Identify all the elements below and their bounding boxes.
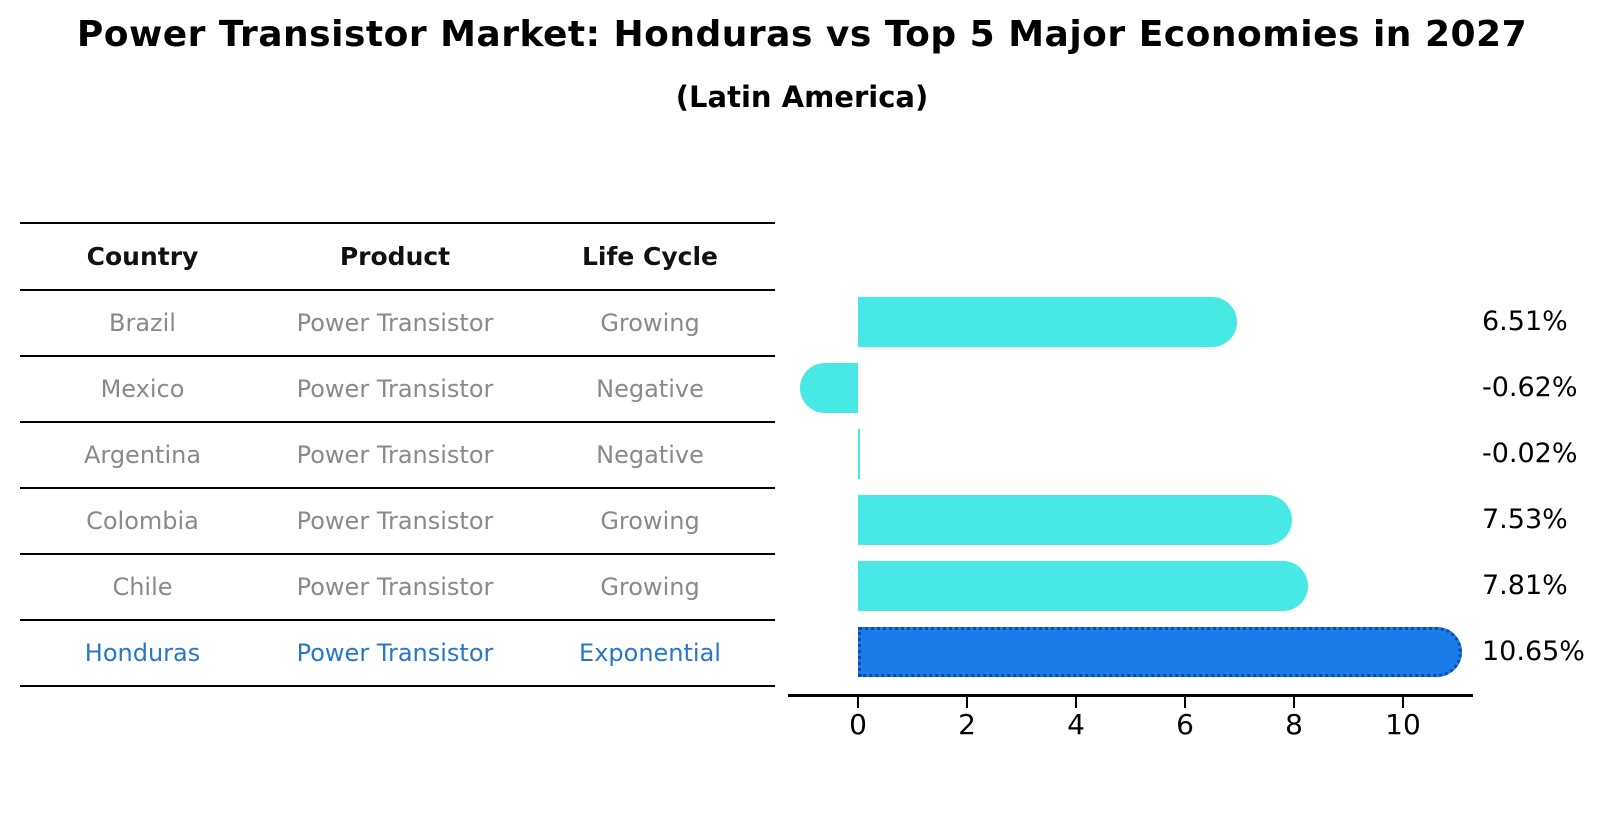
x-axis-tick-0 [857, 697, 859, 708]
bar-chile [858, 561, 1308, 611]
bar-value-label-colombia: 7.53% [1482, 504, 1568, 535]
x-axis-tick-label-8: 8 [1285, 708, 1303, 741]
x-axis-tick-label-6: 6 [1176, 708, 1194, 741]
table-cell-product: Power Transistor [296, 507, 494, 535]
table-cell-product: Power Transistor [296, 639, 494, 667]
x-axis-tick-label-10: 10 [1385, 708, 1421, 741]
table-row-argentina: Argentina Power Transistor Negative [20, 423, 775, 489]
bar-colombia [858, 495, 1293, 545]
table-cell-country: Chile [112, 573, 173, 601]
table-header-product: Product [339, 242, 451, 271]
table-cell-life-cycle: Growing [600, 507, 700, 535]
bar-argentina [858, 429, 860, 479]
table-cell-life-cycle: Growing [600, 309, 700, 337]
table-row-chile: Chile Power Transistor Growing [20, 555, 775, 621]
bar-honduras [858, 627, 1463, 677]
table-cell-life-cycle: Negative [596, 441, 704, 469]
bar-value-label-brazil: 6.51% [1482, 306, 1568, 337]
table-cell-country: Mexico [100, 375, 185, 403]
table-cell-country: Colombia [86, 507, 199, 535]
table-row-mexico: Mexico Power Transistor Negative [20, 357, 775, 423]
bar-brazil [858, 297, 1237, 347]
x-axis-tick-2 [966, 697, 968, 708]
table-cell-product: Power Transistor [296, 309, 494, 337]
x-axis-tick-6 [1184, 697, 1186, 708]
x-axis-tick-8 [1293, 697, 1295, 708]
table-cell-country: Honduras [84, 639, 201, 667]
x-axis-tick-label-2: 2 [958, 708, 976, 741]
bar-mexico [800, 363, 858, 413]
table-cell-country: Brazil [109, 309, 176, 337]
table-header-life-cycle: Life Cycle [581, 242, 719, 271]
bar-value-label-honduras: 10.65% [1482, 636, 1585, 667]
x-axis-tick-10 [1402, 697, 1404, 708]
country-table: Country Product Life Cycle Brazil Power T… [20, 222, 775, 687]
table-cell-country: Argentina [83, 441, 202, 469]
x-axis-line [788, 694, 1473, 697]
table-row-colombia: Colombia Power Transistor Growing [20, 489, 775, 555]
table-header-country: Country [86, 242, 199, 271]
table-cell-product: Power Transistor [296, 573, 494, 601]
table-cell-life-cycle: Growing [600, 573, 700, 601]
table-cell-product: Power Transistor [296, 375, 494, 403]
table-cell-product: Power Transistor [296, 441, 494, 469]
x-axis-tick-4 [1075, 697, 1077, 708]
x-axis-tick-label-4: 4 [1067, 708, 1085, 741]
country-table-body: Brazil Power Transistor Growing Mexico Power… [20, 291, 775, 687]
bar-value-label-mexico: -0.62% [1482, 372, 1578, 403]
x-axis-tick-label-0: 0 [849, 708, 867, 741]
bar-value-label-chile: 7.81% [1482, 570, 1568, 601]
chart-title: Power Transistor Market: Honduras vs Top… [76, 14, 1528, 55]
chart-subtitle: (Latin America) [675, 80, 929, 114]
bar-value-label-argentina: -0.02% [1482, 438, 1578, 469]
table-cell-life-cycle: Exponential [579, 639, 721, 667]
table-row-brazil: Brazil Power Transistor Growing [20, 291, 775, 357]
table-header-row: Country Product Life Cycle [20, 224, 775, 291]
table-row-honduras: Honduras Power Transistor Exponential [20, 621, 775, 687]
table-cell-life-cycle: Negative [596, 375, 704, 403]
